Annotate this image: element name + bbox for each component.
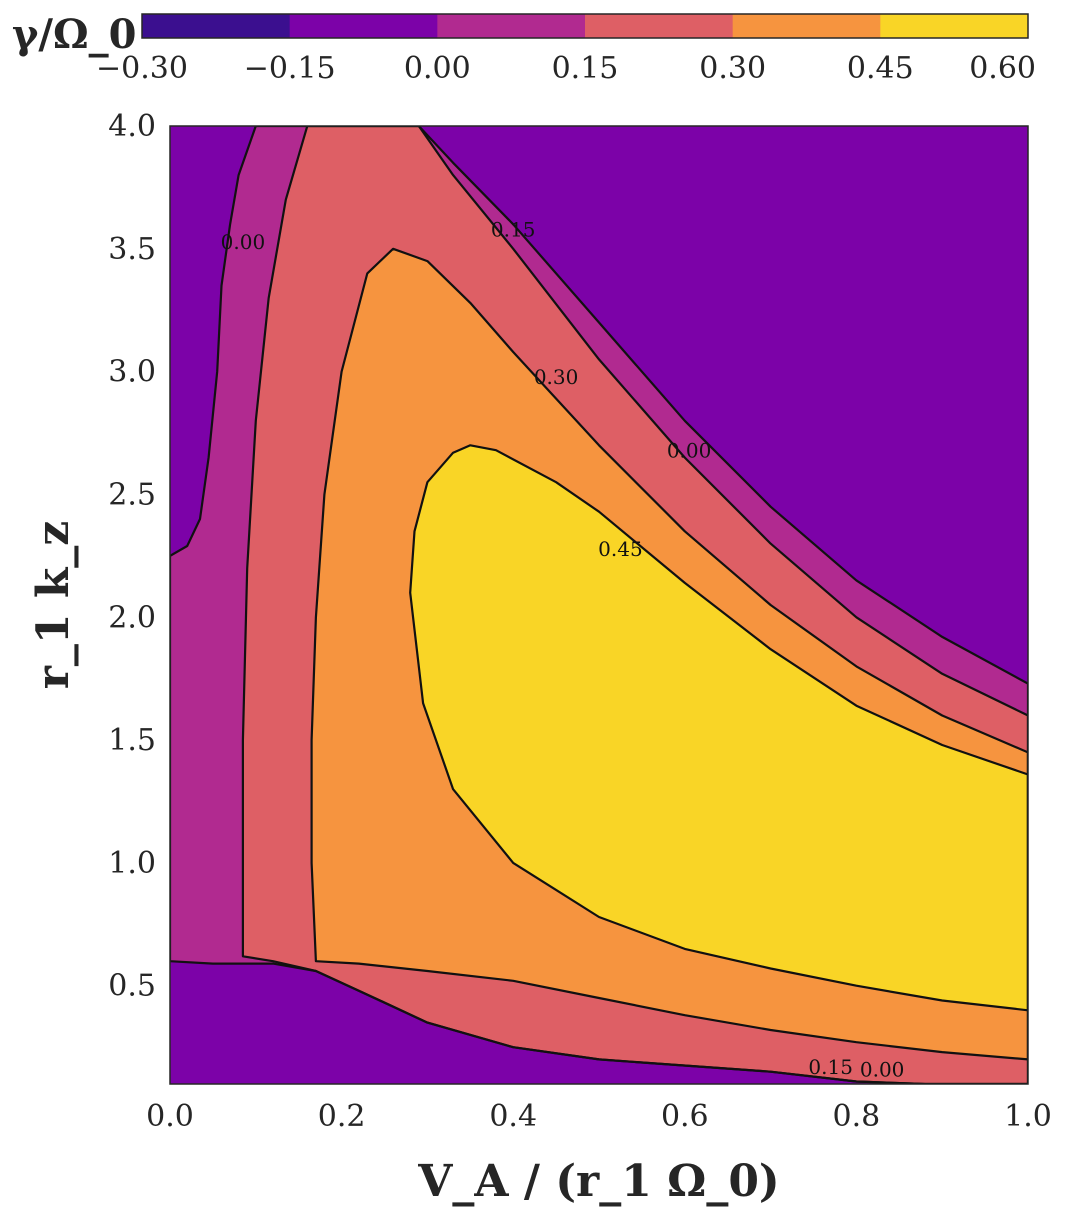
y-tick-label-3: 2.0 xyxy=(108,600,156,635)
colorbar-frame xyxy=(141,13,1029,39)
contour-lines xyxy=(170,126,1028,1084)
colorbar-segment-5 xyxy=(880,14,1029,38)
y-axis-ticks: 0.5 1.0 1.5 2.0 2.5 3.0 3.5 4.0 xyxy=(108,109,156,1004)
x-tick-label-0: 0.0 xyxy=(146,1099,194,1134)
contour-line-3 xyxy=(409,444,1028,1012)
contour-label-3: 0.00 xyxy=(667,439,712,463)
colorbar-segment-0 xyxy=(142,14,291,38)
x-tick-label-3: 0.6 xyxy=(661,1099,709,1134)
contour-label-6: 0.00 xyxy=(860,1058,905,1082)
y-tick-label-7: 4.0 xyxy=(108,109,156,144)
contour-regions xyxy=(170,126,1028,1084)
contour-label-4: 0.45 xyxy=(598,537,643,561)
colorbar-segment-2 xyxy=(437,14,586,38)
colorbar-tick-label-2: 0.00 xyxy=(404,51,471,86)
contour-label-0: 0.00 xyxy=(221,230,266,254)
contour-region-3 xyxy=(410,445,1028,1011)
contour-line-1 xyxy=(241,126,1028,1084)
colorbar-tick-label-3: 0.15 xyxy=(552,51,619,86)
colorbar-segment-1 xyxy=(289,14,438,38)
contour-label-2: 0.30 xyxy=(534,365,579,389)
x-axis-label: V_A / (r_1 Ω_0) xyxy=(417,1156,780,1207)
colorbar-tick-label-0: −0.30 xyxy=(96,51,188,86)
colorbar-tick-label-4: 0.30 xyxy=(699,51,766,86)
contour-label-1: 0.15 xyxy=(491,218,536,242)
y-tick-label-5: 3.0 xyxy=(108,355,156,390)
colorbar-tick-label-1: −0.15 xyxy=(244,51,336,86)
colorbar-title: γ/Ω_0 xyxy=(12,11,136,58)
x-tick-label-2: 0.4 xyxy=(489,1099,537,1134)
y-tick-label-2: 1.5 xyxy=(108,723,156,758)
colorbar-segment-4 xyxy=(732,14,881,38)
y-tick-label-1: 1.0 xyxy=(108,846,156,881)
colorbar-segment-3 xyxy=(585,14,734,38)
y-tick-label-4: 2.5 xyxy=(108,477,156,512)
colorbar-tick-label-5: 0.45 xyxy=(847,51,914,86)
contour-line-2 xyxy=(310,247,1028,1061)
x-axis-ticks: 0.0 0.2 0.4 0.6 0.8 1.0 xyxy=(146,1099,1052,1134)
plot-frame xyxy=(169,125,1029,1085)
x-tick-label-1: 0.2 xyxy=(318,1099,366,1134)
contour-labels: 0.00 0.15 0.30 0.00 0.45 0.15 0.00 xyxy=(221,218,905,1082)
contour-label-5: 0.15 xyxy=(808,1055,853,1079)
x-tick-label-4: 0.8 xyxy=(833,1099,881,1134)
y-axis-label: r_1 k_z xyxy=(28,521,79,690)
colorbar-tick-label-6: 0.60 xyxy=(969,51,1036,86)
y-tick-label-6: 3.5 xyxy=(108,232,156,267)
colorbar xyxy=(141,13,1029,39)
colorbar-tick-labels: −0.30 −0.15 0.00 0.15 0.30 0.45 0.60 xyxy=(96,51,1036,86)
y-tick-label-0: 0.5 xyxy=(108,969,156,1004)
x-tick-label-5: 1.0 xyxy=(1004,1099,1052,1134)
